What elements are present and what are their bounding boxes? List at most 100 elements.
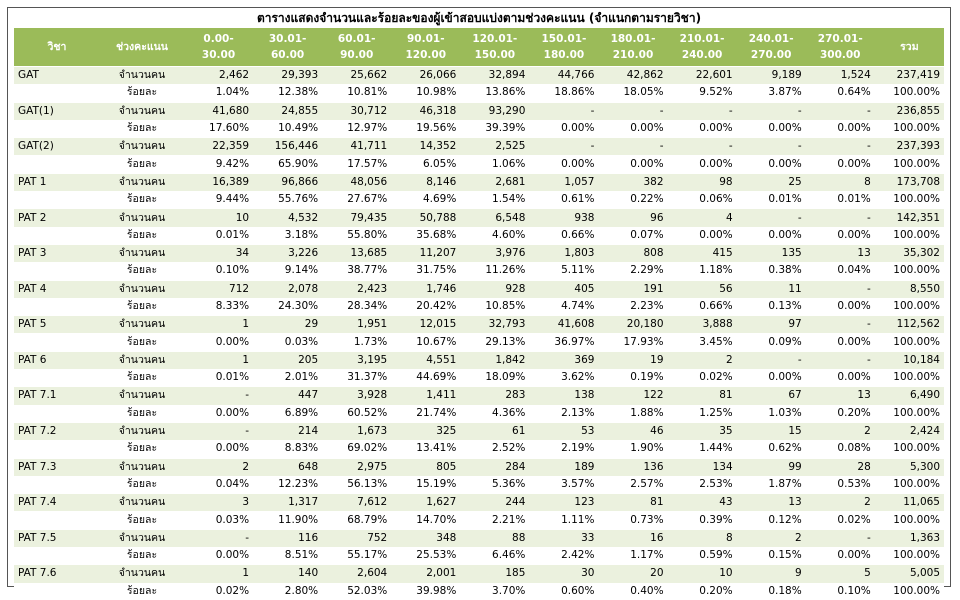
subject-cell: GAT(1) <box>14 101 100 120</box>
header-line: 180.01- <box>610 33 656 45</box>
row-label: ร้อยละ <box>100 191 184 209</box>
percent-cell: 3.57% <box>529 475 599 494</box>
percent-cell: 18.05% <box>598 84 668 103</box>
count-cell: 189 <box>529 457 599 476</box>
count-cell: 4 <box>667 208 737 227</box>
percent-cell: 0.03% <box>253 333 323 352</box>
percent-cell: 65.90% <box>253 155 323 174</box>
count-cell: 96 <box>598 208 668 227</box>
subject-cell <box>14 369 100 387</box>
percent-cell: 9.42% <box>184 155 254 174</box>
percent-cell: 1.18% <box>667 262 737 281</box>
percent-cell: 0.00% <box>736 369 806 387</box>
count-cell: 2 <box>805 421 875 441</box>
percent-cell: 8.33% <box>184 297 254 316</box>
percent-cell: 0.00% <box>184 547 254 565</box>
count-cell: 9,189 <box>736 66 806 85</box>
percent-row: ร้อยละ 0.01% 2.01% 31.37% 44.69% 18.09% 3.62% 0… <box>14 369 944 387</box>
subject-cell <box>14 475 100 494</box>
count-cell: 1,524 <box>805 66 875 85</box>
percent-cell: 0.03% <box>184 511 254 530</box>
count-cell: 447 <box>253 386 323 405</box>
percent-cell: 31.75% <box>391 262 461 281</box>
count-cell: 648 <box>253 457 323 476</box>
percent-cell: 1.90% <box>598 440 668 459</box>
subject-cell: PAT 6 <box>14 350 100 370</box>
percent-cell: 0.20% <box>667 582 737 600</box>
count-row: PAT 7.1 จำนวนคน -447 3,928 1,411 283 138 122 81 6… <box>14 386 944 405</box>
count-cell: - <box>736 208 806 227</box>
percent-row: ร้อยละ 8.33% 24.30% 28.34% 20.42% 10.85% 4.74%… <box>14 297 944 316</box>
row-label: ร้อยละ <box>100 119 184 138</box>
count-cell: - <box>529 137 599 156</box>
count-cell: 96,866 <box>253 172 323 192</box>
count-cell: 712 <box>184 279 254 298</box>
row-label: จำนวนคน <box>100 315 184 334</box>
subject-cell <box>14 191 100 209</box>
header-line: 120.01- <box>472 33 518 45</box>
percent-cell: 6.05% <box>391 155 461 174</box>
percent-cell: 35.68% <box>391 226 461 245</box>
percent-cell: 0.08% <box>805 440 875 459</box>
count-cell: 42,862 <box>598 66 668 85</box>
percent-cell: 10.49% <box>253 119 323 138</box>
percent-cell: 56.13% <box>322 475 392 494</box>
count-cell: 1,057 <box>529 172 599 192</box>
header-cell: 150.01- 180.00 <box>529 28 599 67</box>
percent-cell: 6.46% <box>460 547 530 565</box>
count-cell: 9 <box>736 564 806 583</box>
count-cell: 284 <box>460 457 530 476</box>
percent-cell: 0.38% <box>736 262 806 281</box>
percent-cell: 8.51% <box>253 547 323 565</box>
header-cell: 90.01- 120.00 <box>391 28 461 67</box>
percent-cell: 100.00% <box>874 440 944 459</box>
percent-cell: 1.11% <box>529 511 599 530</box>
percent-cell: 0.00% <box>184 440 254 459</box>
header-line: 60.00 <box>271 49 305 61</box>
row-label: ร้อยละ <box>100 547 184 565</box>
count-cell: - <box>805 528 875 548</box>
count-cell: 35,302 <box>874 243 944 263</box>
count-cell: 30 <box>529 564 599 583</box>
percent-cell: 15.19% <box>391 475 461 494</box>
row-label: จำนวนคน <box>100 350 184 370</box>
count-cell: - <box>805 208 875 227</box>
percent-cell: 0.00% <box>598 155 668 174</box>
table-title: ตารางแสดงจำนวนและร้อยละของผู้เข้าสอบแบ่ง… <box>256 11 702 25</box>
header-cell: 210.01- 240.00 <box>667 28 737 67</box>
count-cell: 88 <box>460 528 530 548</box>
percent-cell: 0.13% <box>736 297 806 316</box>
subject-cell: PAT 7.4 <box>14 493 100 512</box>
percent-cell: 100.00% <box>874 369 944 387</box>
count-cell: 2,462 <box>184 66 254 85</box>
row-label: จำนวนคน <box>100 208 184 227</box>
percent-cell: 2.42% <box>529 547 599 565</box>
percent-cell: 2.53% <box>667 475 737 494</box>
subject-cell: PAT 5 <box>14 315 100 334</box>
count-cell: - <box>598 101 668 120</box>
count-cell: 191 <box>598 279 668 298</box>
row-label: จำนวนคน <box>100 137 184 156</box>
count-cell: 16,389 <box>184 172 254 192</box>
percent-cell: 11.90% <box>253 511 323 530</box>
count-cell: 1 <box>184 315 254 334</box>
subject-cell <box>14 333 100 352</box>
count-cell: 369 <box>529 350 599 370</box>
count-cell: 1,842 <box>460 350 530 370</box>
percent-cell: 0.01% <box>184 369 254 387</box>
header-cell: 60.01- 90.00 <box>322 28 392 67</box>
count-row: PAT 7.2 จำนวนคน -214 1,673 325 61 53 46 35 15 2 2,4… <box>14 421 944 441</box>
percent-cell: 0.10% <box>184 262 254 281</box>
percent-cell: 5.11% <box>529 262 599 281</box>
percent-cell: 0.00% <box>736 155 806 174</box>
count-row: PAT 3 จำนวนคน 34 3,226 13,685 11,207 3,976 1,80… <box>14 243 944 263</box>
row-label: จำนวนคน <box>100 564 184 583</box>
header-line: 210.01- <box>679 33 725 45</box>
count-cell: 1,746 <box>391 279 461 298</box>
count-cell: 5 <box>805 564 875 583</box>
percent-row: ร้อยละ 0.03% 11.90% 68.79% 14.70% 2.21% 1.11% 0… <box>14 511 944 530</box>
count-cell: 67 <box>736 386 806 405</box>
count-cell: 20,180 <box>598 315 668 334</box>
percent-cell: 2.52% <box>460 440 530 459</box>
